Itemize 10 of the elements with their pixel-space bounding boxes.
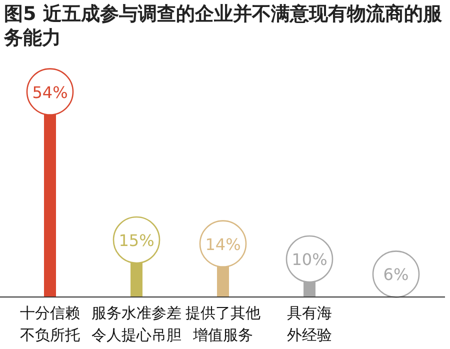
- data-label: 14%: [205, 234, 241, 254]
- x-tick-label: 具有海外经验: [287, 304, 332, 344]
- data-label: 54%: [32, 82, 68, 102]
- data-label: 10%: [292, 250, 328, 269]
- x-tick-label: 提供了其他增值服务: [186, 304, 260, 344]
- data-label: 6%: [383, 265, 409, 284]
- chart-title: 图5 近五成参与调查的企业并不满意现有物流商的服务能力: [4, 2, 443, 50]
- x-tick-label: 十分信赖不负所托: [20, 304, 80, 344]
- data-label: 15%: [118, 231, 154, 250]
- x-tick-label: 服务水准参差令人提心吊胆: [92, 304, 182, 344]
